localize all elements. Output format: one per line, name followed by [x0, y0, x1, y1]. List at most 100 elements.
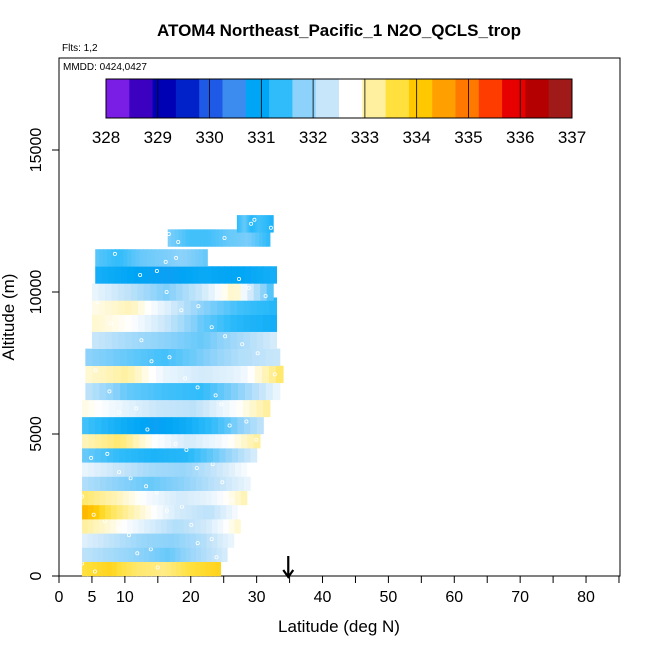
- heatmap-cell: [218, 229, 224, 247]
- heatmap-cell: [195, 516, 202, 534]
- heatmap-cell: [182, 229, 187, 247]
- heatmap-cell: [199, 249, 204, 267]
- colorbar-segment: [152, 79, 177, 118]
- heatmap-cell: [99, 249, 104, 267]
- heatmap-cell: [185, 544, 192, 562]
- heatmap-cell: [164, 331, 172, 349]
- heatmap-cell: [118, 473, 125, 491]
- colorbar-tick-label: 329: [144, 128, 172, 147]
- colorbar-segment: [222, 79, 247, 118]
- heatmap-cell: [247, 215, 250, 233]
- heatmap-cell: [163, 530, 170, 548]
- sample-point: [134, 406, 139, 411]
- heatmap-cell: [175, 348, 184, 367]
- heatmap-cell: [125, 445, 133, 463]
- heatmap-cell: [120, 382, 128, 401]
- sample-point: [246, 285, 251, 290]
- heatmap-cell: [212, 365, 221, 384]
- heatmap-cell: [166, 516, 174, 534]
- colorbar-segment: [199, 79, 223, 118]
- sample-point: [173, 441, 178, 446]
- heatmap-cell: [185, 266, 193, 284]
- heatmap-cell: [195, 249, 200, 267]
- colorbar-tick-label: 332: [299, 128, 327, 147]
- heatmap-cell: [240, 365, 249, 384]
- heatmap-cell: [168, 501, 175, 520]
- heatmap-cell: [203, 382, 211, 401]
- heatmap-cell: [158, 430, 166, 449]
- heatmap-cell: [206, 530, 213, 548]
- heatmap-cell: [184, 297, 192, 315]
- sample-point: [117, 470, 122, 475]
- heatmap-cell: [161, 558, 167, 577]
- heatmap-cell: [195, 530, 202, 548]
- heatmap-cell: [163, 365, 171, 384]
- heatmap-cell: [268, 365, 277, 384]
- heatmap-cell: [238, 348, 246, 367]
- heatmap-cell: [171, 430, 178, 449]
- heatmap-cell: [247, 283, 255, 301]
- x-tick-label: 5: [87, 589, 96, 606]
- colorbar-tick-label: 331: [247, 128, 275, 147]
- heatmap-cell: [182, 283, 190, 301]
- colorbar-tick-label: 330: [195, 128, 223, 147]
- colorbar-tick-label: 334: [402, 128, 430, 147]
- heatmap-cell: [258, 215, 261, 233]
- heatmap-cell: [254, 215, 257, 233]
- colorbar-segment: [525, 79, 550, 118]
- heatmap-cell: [123, 487, 130, 506]
- heatmap-cell: [157, 314, 166, 332]
- heatmap-cell: [100, 459, 108, 477]
- heatmap-cell: [189, 283, 197, 301]
- heatmap-cell: [141, 558, 147, 577]
- heatmap-cell: [206, 544, 213, 562]
- heatmap-cell: [139, 249, 144, 267]
- sample-point: [213, 393, 218, 398]
- heatmap-cell: [113, 348, 121, 367]
- sample-point: [229, 498, 234, 503]
- heatmap-cell: [111, 331, 119, 349]
- heatmap-cell: [120, 416, 128, 435]
- heatmap-cell: [103, 249, 108, 267]
- heatmap-cell: [190, 331, 198, 349]
- heatmap-cell: [148, 365, 157, 384]
- sample-point: [154, 268, 159, 273]
- heatmap-cell: [124, 283, 132, 301]
- colorbar-segment: [339, 79, 363, 118]
- altitude-band: [236, 215, 274, 233]
- heatmap-cell: [116, 501, 123, 520]
- heatmap-cell: [149, 459, 157, 477]
- heatmap-cell: [237, 266, 245, 284]
- heatmap-cell: [103, 530, 110, 548]
- heatmap-cell: [217, 530, 224, 548]
- heatmap-cell: [139, 544, 145, 562]
- heatmap-cell: [168, 382, 177, 401]
- heatmap-cell: [164, 314, 172, 332]
- heatmap-cell: [189, 229, 194, 247]
- heatmap-cell: [255, 229, 260, 247]
- heatmap-cell: [174, 501, 181, 520]
- heatmap-cell: [123, 544, 130, 562]
- heatmap-cell: [140, 266, 148, 284]
- heatmap-cell: [181, 445, 189, 463]
- heatmap-cell: [183, 516, 190, 534]
- heatmap-cell: [250, 266, 258, 284]
- heatmap-cell: [243, 331, 251, 349]
- heatmap-cell: [111, 558, 118, 577]
- altitude-band: [82, 445, 258, 463]
- heatmap-cell: [243, 314, 251, 332]
- heatmap-cell: [108, 266, 116, 284]
- heatmap-cell: [197, 501, 204, 520]
- heatmap-cell: [131, 297, 139, 315]
- heatmap-cell: [200, 445, 208, 463]
- colorbar-segment: [315, 79, 340, 118]
- heatmap-cell: [184, 365, 192, 384]
- heatmap-cell: [198, 266, 206, 284]
- heatmap-cell: [206, 445, 214, 463]
- heatmap-cell: [238, 215, 241, 233]
- heatmap-cell: [127, 249, 132, 267]
- sample-point: [164, 508, 169, 513]
- heatmap-cell: [184, 314, 192, 332]
- heatmap-cell: [266, 283, 274, 301]
- heatmap-cell: [172, 516, 179, 534]
